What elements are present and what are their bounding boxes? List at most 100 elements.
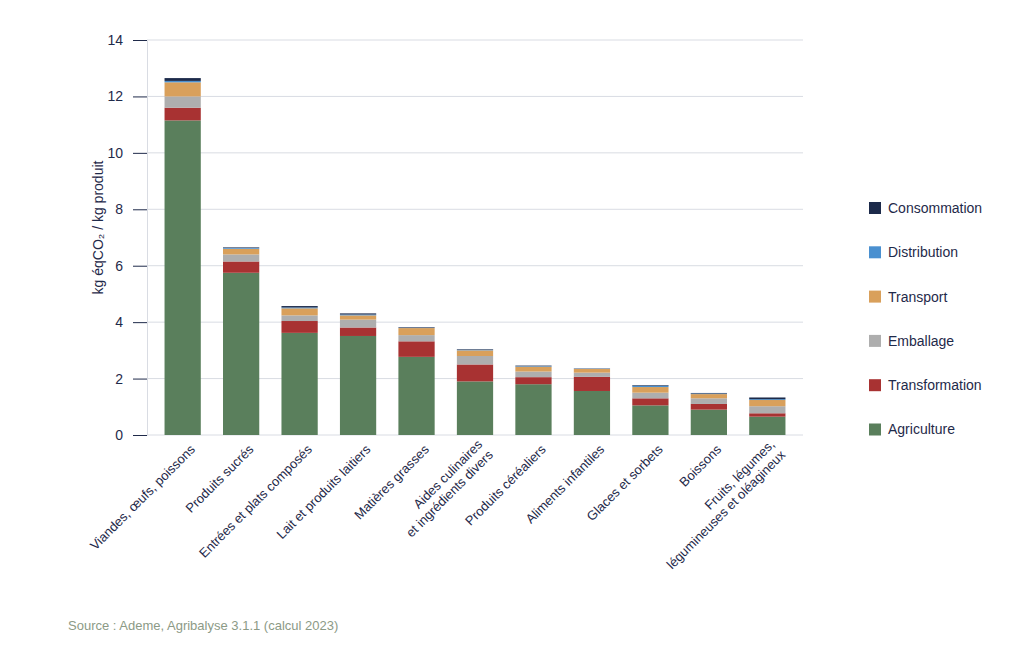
x-tick-label-line: Glaces et sorbets (584, 441, 666, 523)
bar-segment (457, 356, 493, 364)
grid (147, 40, 803, 435)
bar-segment (574, 368, 610, 369)
series-bars (165, 108, 786, 417)
bar-segment (632, 393, 668, 399)
x-tick-label-line: Boissons (676, 441, 724, 489)
bar-segment (515, 366, 551, 368)
y-tick: 2 (115, 371, 147, 387)
bar-segment (398, 341, 434, 357)
bar-segment (457, 350, 493, 356)
legend-item: Distribution (869, 244, 958, 260)
y-tick-mark (133, 96, 147, 97)
legend-label: Consommation (888, 200, 982, 216)
bar-segment (340, 313, 376, 314)
bar-segment (398, 335, 434, 341)
bar-segment (398, 327, 434, 328)
y-tick-label: 12 (107, 88, 123, 104)
legend-swatch (869, 424, 881, 436)
bar-segment (691, 404, 727, 410)
bar-segment (398, 357, 434, 435)
y-tick-mark (133, 379, 147, 380)
grid-line (147, 152, 803, 153)
grid-line (147, 40, 803, 41)
bar-segment (398, 328, 434, 335)
bar-segment (281, 307, 317, 309)
legend-swatch (869, 291, 881, 303)
x-tick-label: Lait et produits laitiers (273, 441, 373, 541)
legend-swatch (869, 202, 881, 214)
bar-segment (515, 365, 551, 367)
bar-segment (340, 315, 376, 319)
legend-label: Agriculture (888, 421, 955, 437)
bar-segment (457, 349, 493, 351)
bar-segment (749, 397, 785, 399)
legend-item: Emballage (869, 333, 954, 349)
y-tick-label: 14 (107, 32, 123, 48)
bar-segment (165, 96, 201, 107)
bar-segment (749, 400, 785, 406)
y-tick: 14 (107, 32, 147, 48)
x-tick: Viandes, œufs, poissons (87, 435, 198, 553)
bar-segment (457, 381, 493, 435)
y-tick: 4 (115, 314, 147, 330)
y-tick: 10 (107, 145, 147, 161)
legend-label: Distribution (888, 244, 958, 260)
bar-segment (691, 394, 727, 398)
y-tick-label: 8 (115, 201, 123, 217)
y-tick: 12 (107, 88, 147, 104)
bar-segment (632, 386, 668, 387)
bar-segment (632, 405, 668, 435)
y-tick-mark (133, 266, 147, 267)
bar-segment (632, 398, 668, 405)
bar-segment (223, 247, 259, 249)
bar-segment (574, 369, 610, 373)
bar-segment (574, 391, 610, 435)
bar-segment (340, 328, 376, 336)
x-tick-label: Fruits, légumes,légumineuses et oléagine… (653, 436, 788, 571)
bar-segment (574, 377, 610, 391)
chart: 02468101214Viandes, œufs, poissonsProdui… (0, 0, 1024, 650)
bar-segment (223, 249, 259, 255)
x-tick: Fruits, légumes,légumineuses et oléagine… (653, 435, 788, 572)
bar-segment (281, 315, 317, 321)
bar-segment (457, 364, 493, 381)
legend-item: Transformation (869, 377, 982, 393)
legend-item: Agriculture (869, 421, 955, 437)
x-tick: Lait et produits laitiers (273, 435, 373, 542)
y-axis-line (147, 41, 148, 436)
bar-segment (340, 314, 376, 316)
grid-line (147, 96, 803, 97)
bar-segment (749, 417, 785, 435)
y-tick: 6 (115, 258, 147, 274)
x-tick-label-line: Entrées et plats composés (196, 441, 315, 560)
bar-segment (165, 78, 201, 81)
y-tick-mark (133, 322, 147, 323)
bar-segment (223, 254, 259, 261)
legend-swatch (869, 335, 881, 347)
series-bars (165, 78, 786, 399)
bar-segment (749, 406, 785, 413)
legend-label: Emballage (888, 333, 954, 349)
x-tick-label: Entrées et plats composés (196, 441, 315, 560)
y-tick: 0 (115, 427, 147, 443)
legend: ConsommationDistributionTransportEmballa… (869, 200, 982, 438)
bar-segment (281, 333, 317, 435)
y-axis-title: kg éqCO₂ / kg produit (90, 160, 106, 294)
series-bars (165, 96, 786, 413)
bar-segment (515, 367, 551, 372)
y-tick-mark (133, 209, 147, 210)
bar-segment (281, 308, 317, 315)
bars (165, 78, 786, 435)
bar-segment (223, 247, 259, 249)
bar-segment (457, 349, 493, 351)
bar-segment (165, 108, 201, 121)
grid-line (147, 209, 803, 210)
bar-segment (165, 120, 201, 435)
y-tick: 8 (115, 201, 147, 217)
x-tick-label: Boissons (676, 441, 724, 489)
series-bars (165, 82, 786, 406)
bar-segment (632, 385, 668, 387)
bar-segment (515, 377, 551, 384)
y-tick-label: 10 (107, 145, 123, 161)
y-axis: 0 2 4 6 8 10 12 14 (107, 32, 147, 443)
